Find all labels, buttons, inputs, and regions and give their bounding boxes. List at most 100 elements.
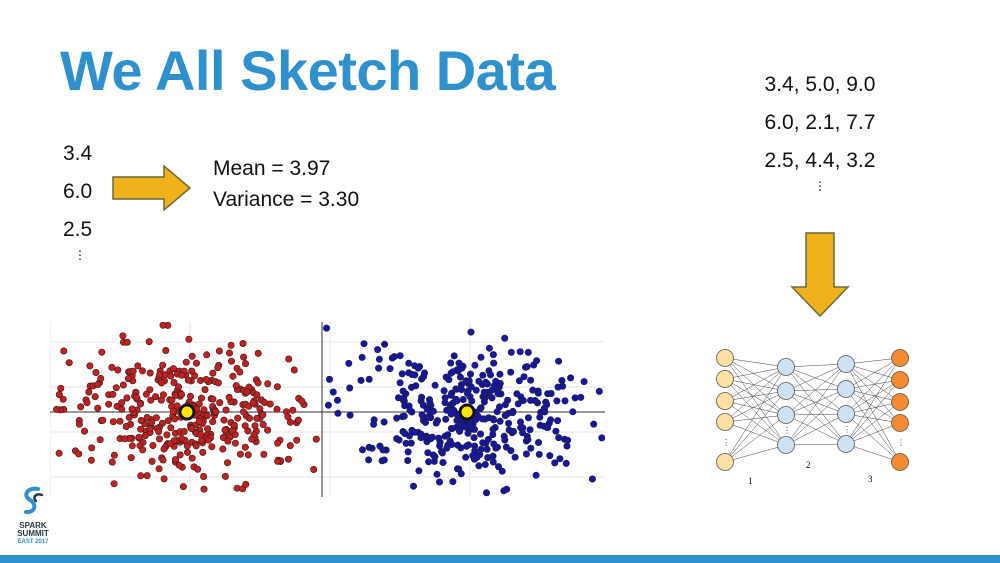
scatter-point	[530, 361, 538, 369]
scatter-point	[483, 445, 491, 453]
scatter-point	[163, 431, 171, 439]
scatter-point	[137, 400, 145, 408]
scatter-point	[94, 380, 102, 388]
scatter-point	[239, 339, 247, 347]
vector-item: 2.5, 4.4, 3.2	[764, 149, 876, 172]
scatter-point	[96, 436, 104, 444]
scatter-point	[547, 390, 555, 398]
scatter-point	[443, 406, 451, 414]
scatter-point	[476, 405, 484, 413]
scatter-point	[149, 442, 157, 450]
scatter-point	[75, 420, 83, 428]
scatter-point	[264, 380, 272, 388]
scatter-point	[193, 359, 201, 367]
scatter-point	[484, 435, 492, 443]
scatter-point	[365, 456, 373, 464]
scatter-point	[135, 433, 143, 441]
scatter-point	[209, 369, 217, 377]
scatter-point	[554, 417, 562, 425]
scatter-point	[197, 376, 205, 384]
scatter-point	[534, 439, 542, 447]
scatter-point	[127, 454, 135, 462]
scatter-point	[99, 416, 107, 424]
scatter-point	[470, 434, 478, 442]
scatter-point	[98, 348, 106, 356]
scatter-point	[477, 353, 485, 361]
scatter-point	[396, 352, 404, 360]
scatter-point	[452, 385, 460, 393]
scatter-point	[546, 452, 554, 460]
scatter-point	[492, 377, 500, 385]
scatter-point	[112, 384, 120, 392]
scatter-point	[152, 414, 160, 422]
scatter-point	[458, 386, 466, 394]
scatter-point	[253, 414, 261, 422]
nn-node	[891, 414, 909, 432]
scatter-point	[289, 406, 297, 414]
nn-node	[716, 349, 734, 367]
scatter-point	[465, 377, 473, 385]
scatter-point	[441, 399, 449, 407]
scatter-point	[515, 377, 523, 385]
scatter-point	[569, 408, 577, 416]
scatter-point	[527, 376, 535, 384]
nn-node	[837, 355, 855, 373]
scatter-point	[489, 351, 497, 359]
vector-list: 3.4, 5.0, 9.0 6.0, 2.1, 7.7 2.5, 4.4, 3.…	[755, 66, 885, 218]
logo-line: SPARK	[19, 521, 47, 530]
scatter-point	[370, 420, 378, 428]
scatter-point	[286, 442, 294, 450]
scatter-point	[496, 370, 504, 378]
scatter-point	[486, 371, 494, 379]
scatter-point	[325, 375, 333, 383]
scatter-point	[501, 436, 509, 444]
scatter-point	[159, 391, 167, 399]
scatter-point	[404, 457, 412, 465]
scatter-point	[248, 435, 256, 443]
scatter-point	[242, 360, 250, 368]
vector-item: 3.4, 5.0, 9.0	[764, 73, 876, 96]
scatter-point	[467, 328, 475, 336]
scatter-point	[86, 362, 94, 370]
scatter-point	[463, 390, 471, 398]
scatter-point	[187, 392, 195, 400]
scatter-point	[535, 450, 543, 458]
scatter-point	[167, 424, 175, 432]
scatter-point	[509, 428, 517, 436]
scatter-point	[199, 448, 207, 456]
scatter-point	[534, 389, 542, 397]
scatter-point	[567, 374, 575, 382]
scatter-point	[398, 370, 406, 378]
scatter-point	[216, 399, 224, 407]
scatter-point	[468, 397, 476, 405]
scatter-point	[471, 361, 479, 369]
nn-node	[777, 382, 795, 400]
scatter-point	[365, 443, 373, 451]
scatter-point	[552, 427, 560, 435]
scatter-point	[502, 443, 510, 451]
scatter-point	[159, 361, 167, 369]
scatter-point	[221, 426, 229, 434]
scatter-point	[137, 417, 145, 425]
scatter-point	[59, 395, 67, 403]
neural-network-diagram: ⋮ ⋮ ⋮ ⋮ 1 2 3	[716, 349, 909, 486]
scatter-point	[201, 386, 209, 394]
scatter-point	[182, 358, 190, 366]
scatter-point	[522, 450, 530, 458]
scatter-point	[449, 478, 457, 486]
scatter-point	[357, 376, 365, 384]
scatter-point	[180, 428, 188, 436]
scatter-point	[200, 473, 208, 481]
scatter-point	[540, 404, 548, 412]
vector-ellipsis: ⋮	[814, 179, 826, 193]
nn-node	[716, 413, 734, 431]
scatter-point	[483, 380, 491, 388]
scatter-point	[94, 404, 102, 412]
scatter-point	[334, 409, 342, 417]
scatter-point	[482, 489, 490, 497]
scatter-point	[75, 450, 83, 458]
nn-node	[891, 393, 909, 411]
scatter-point	[214, 379, 222, 387]
arrow-down-icon	[790, 232, 850, 318]
scatter-point	[393, 435, 401, 443]
